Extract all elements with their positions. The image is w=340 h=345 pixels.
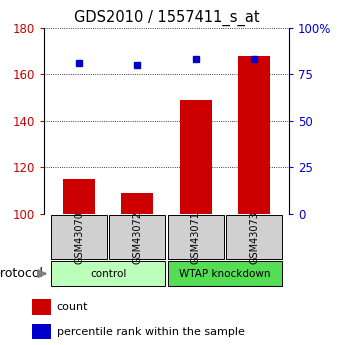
Title: GDS2010 / 1557411_s_at: GDS2010 / 1557411_s_at — [74, 10, 259, 26]
Bar — [51, 261, 166, 286]
Text: protocol: protocol — [0, 267, 44, 280]
Bar — [121, 193, 153, 214]
Text: GSM43073: GSM43073 — [249, 211, 259, 264]
Text: WTAP knockdown: WTAP knockdown — [179, 269, 271, 279]
Text: count: count — [57, 302, 88, 312]
Bar — [168, 215, 224, 259]
Bar — [32, 299, 51, 315]
Bar — [63, 179, 95, 214]
Bar — [51, 215, 107, 259]
Bar — [32, 324, 51, 339]
Bar — [168, 261, 282, 286]
Bar — [226, 215, 282, 259]
Bar — [180, 100, 212, 214]
Bar — [238, 56, 270, 214]
Text: GSM43072: GSM43072 — [133, 210, 142, 264]
Text: control: control — [90, 269, 126, 279]
Text: percentile rank within the sample: percentile rank within the sample — [57, 327, 245, 337]
Bar — [109, 215, 166, 259]
Text: GSM43070: GSM43070 — [74, 211, 84, 264]
Text: GSM43071: GSM43071 — [191, 211, 201, 264]
